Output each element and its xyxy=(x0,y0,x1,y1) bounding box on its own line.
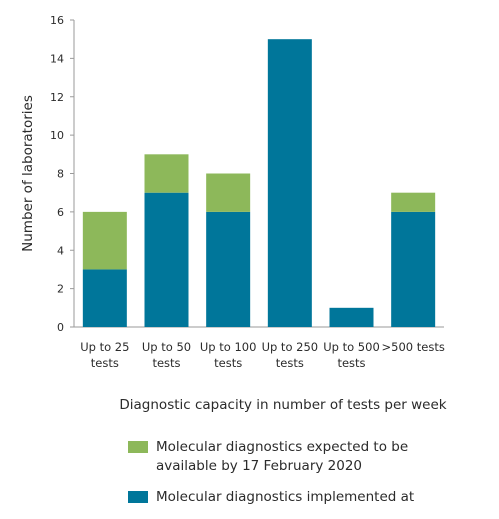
legend-swatch-implemented xyxy=(128,491,148,503)
y-tick-label: 4 xyxy=(57,244,64,257)
legend: Molecular diagnostics expected to be ava… xyxy=(128,438,414,519)
x-category-label: Up to 250 tests xyxy=(262,340,319,370)
x-category-label: Up to 25 tests xyxy=(80,340,129,370)
legend-item-planned: Molecular diagnostics expected to be ava… xyxy=(128,438,414,476)
bar-segment-planned xyxy=(82,211,127,270)
legend-item-implemented: Molecular diagnostics implemented at xyxy=(128,488,414,507)
x-axis-categories: Up to 25 tests Up to 50 tests Up to 100 tests… xyxy=(80,340,445,370)
bar-segment-implemented xyxy=(391,211,436,327)
x-axis-title: Diagnostic capacity in number of tests p… xyxy=(119,397,446,413)
bar-segment-implemented xyxy=(144,192,189,327)
x-category-label: Up to 100 tests xyxy=(200,340,257,370)
x-category-label: Up to 500 tests xyxy=(323,340,380,370)
y-tick-label: 6 xyxy=(57,206,64,219)
bar-segment-implemented xyxy=(206,211,251,327)
bar-segment-implemented xyxy=(329,307,374,327)
stacked-bar-chart: 0 2 4 6 8 10 12 14 16 Up to 25 tests Up to 50 tests… xyxy=(20,14,447,413)
bar-segment-implemented xyxy=(267,39,312,327)
y-tick-label: 8 xyxy=(57,168,64,181)
x-category-label: Up to 50 tests xyxy=(142,340,191,370)
bar-segment-planned xyxy=(391,192,436,212)
y-tick-label: 16 xyxy=(50,14,64,27)
y-axis-title: Number of laboratories xyxy=(20,95,36,252)
bars xyxy=(82,39,436,327)
bar-segment-planned xyxy=(206,173,251,212)
y-tick-label: 12 xyxy=(50,91,64,104)
y-tick-label: 0 xyxy=(57,321,64,334)
bar-segment-planned xyxy=(144,154,189,193)
bar-segment-implemented xyxy=(82,269,127,327)
legend-swatch-planned xyxy=(128,441,148,453)
legend-label-implemented: Molecular diagnostics implemented at xyxy=(156,489,415,505)
y-axis-ticks: 0 2 4 6 8 10 12 14 16 xyxy=(50,14,74,334)
y-tick-label: 2 xyxy=(57,283,64,296)
y-tick-label: 14 xyxy=(50,52,64,65)
x-category-label: >500 tests xyxy=(382,340,445,354)
y-tick-label: 10 xyxy=(50,129,64,142)
legend-label-planned: Molecular diagnostics expected to be ava… xyxy=(156,439,409,474)
